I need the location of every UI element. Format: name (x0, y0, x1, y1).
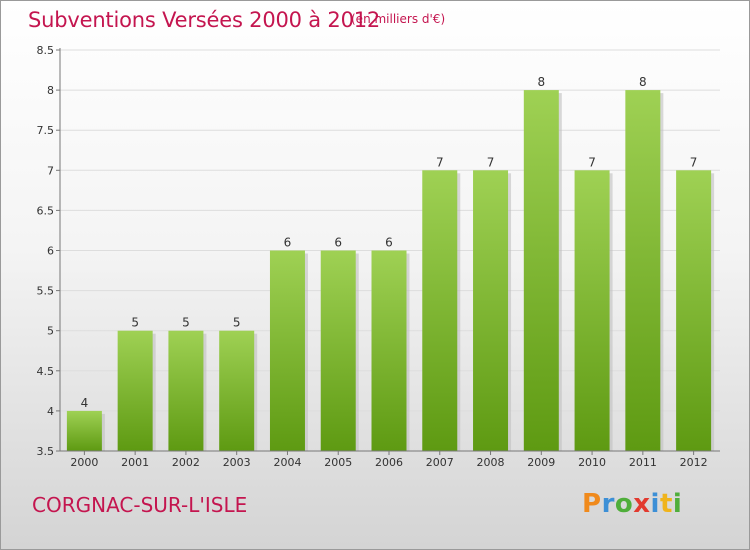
bar-value-label: 8 (537, 75, 545, 89)
bar-value-label: 5 (131, 316, 139, 330)
x-tick-label: 2004 (273, 456, 301, 469)
y-tick-label: 7.5 (37, 124, 55, 137)
y-tick-label: 4.5 (37, 365, 55, 378)
y-tick-label: 5.5 (37, 285, 55, 298)
bar (371, 250, 407, 451)
bar-value-label: 7 (487, 155, 495, 169)
x-tick-label: 2008 (477, 456, 505, 469)
y-tick-label: 6.5 (37, 204, 55, 217)
bar (66, 410, 102, 451)
x-tick-label: 2000 (70, 456, 98, 469)
bar-value-label: 4 (81, 396, 89, 410)
x-tick-label: 2007 (426, 456, 454, 469)
bar (625, 90, 661, 451)
y-tick-label: 8.5 (37, 44, 55, 57)
place-name: CORGNAC-SUR-L'ISLE (32, 493, 248, 517)
y-tick-label: 4 (47, 405, 54, 418)
y-tick-label: 7 (47, 164, 54, 177)
bar-value-label: 7 (588, 155, 596, 169)
x-tick-label: 2010 (578, 456, 606, 469)
bars (66, 90, 715, 452)
labels: 3.5 4 4.5 5 5.5 6 6.5 7 7.5 8 8.5 4 2000 5 2001 5 2002 5 2… (37, 44, 708, 469)
bar (473, 170, 509, 452)
y-tick-label: 6 (47, 245, 54, 258)
axes (56, 48, 720, 455)
x-tick-label: 2001 (121, 456, 149, 469)
bar-value-label: 6 (334, 236, 342, 250)
chart-title: Subventions Versées 2000 à 2012 (28, 8, 381, 32)
bar-value-label: 6 (284, 236, 292, 250)
x-tick-label: 2012 (680, 456, 708, 469)
bar-value-label: 5 (182, 316, 190, 330)
bar (676, 170, 712, 452)
chart-unit: (en milliers d'€) (351, 12, 446, 26)
x-tick-label: 2006 (375, 456, 403, 469)
y-tick-label: 8 (47, 84, 54, 97)
bar (269, 250, 305, 451)
proxiti-logo: Proxiti (582, 489, 683, 519)
y-tick-label: 3.5 (37, 445, 55, 458)
bar-value-label: 8 (639, 75, 647, 89)
x-tick-label: 2002 (172, 456, 200, 469)
bar (523, 90, 559, 451)
bar (168, 330, 204, 451)
y-tick-label: 5 (47, 325, 54, 338)
x-tick-label: 2011 (629, 456, 657, 469)
bar (574, 170, 610, 452)
bar-value-label: 7 (690, 155, 698, 169)
x-tick-label: 2003 (223, 456, 251, 469)
bar-value-label: 7 (436, 155, 444, 169)
x-tick-label: 2005 (324, 456, 352, 469)
bar (117, 330, 153, 451)
bar-value-label: 5 (233, 316, 241, 330)
x-tick-label: 2009 (527, 456, 555, 469)
bar (422, 170, 458, 452)
bar (219, 330, 255, 451)
bar-value-label: 6 (385, 236, 393, 250)
bar (320, 250, 356, 451)
